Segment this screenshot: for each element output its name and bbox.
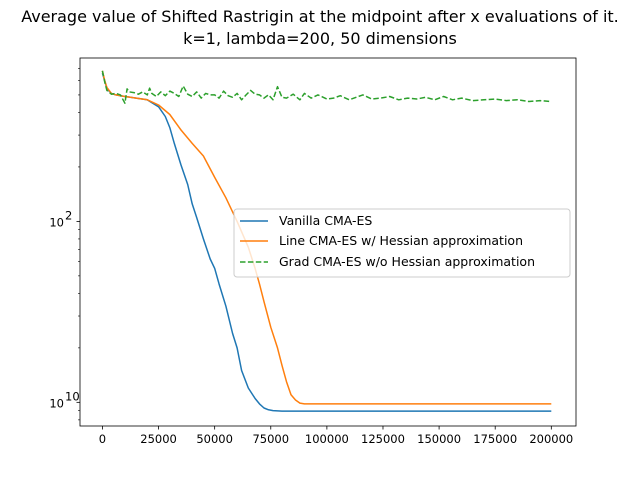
x-tick-label: 0 [99,432,106,446]
chart-title: Average value of Shifted Rastrigin at th… [21,7,619,26]
legend-label-line: Line CMA-ES w/ Hessian approximation [279,233,523,248]
legend-label-grad: Grad CMA-ES w/o Hessian approximation [279,254,535,269]
x-tick-label: 75000 [252,432,289,446]
x-tick-label: 50000 [196,432,233,446]
chart-subtitle: k=1, lambda=200, 50 dimensions [183,29,457,48]
x-axis: 0 25000 50000 75000 100000 125000 150000 175000… [99,426,573,446]
series-line-2 [101,70,552,104]
y-tick-label: 10 [49,215,64,229]
plot-frame [79,57,577,427]
y-tick-exponent: 2 [65,208,72,222]
y-tick-label: 10 [49,396,64,410]
x-tick-label: 100000 [305,432,349,446]
legend: Vanilla CMA-ES Line CMA-ES w/ Hessian ap… [233,208,571,278]
x-tick-label: 150000 [417,432,461,446]
x-tick-label: 175000 [473,432,517,446]
x-tick-label: 200000 [529,432,573,446]
legend-label-vanilla: Vanilla CMA-ES [279,213,372,228]
x-tick-label: 25000 [140,432,177,446]
y-tick-exponent: 10 [65,389,80,403]
x-tick-label: 125000 [361,432,405,446]
legend-box [233,208,571,278]
